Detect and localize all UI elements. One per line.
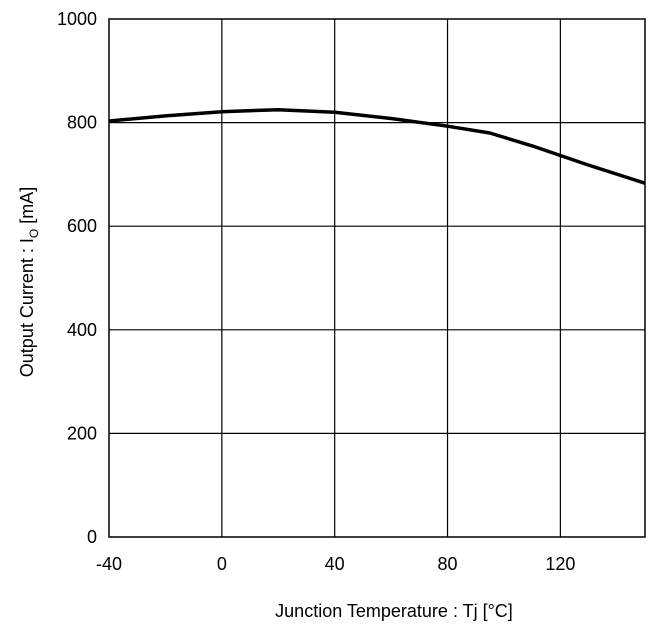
y-axis-title-unit: [mA] <box>17 187 37 229</box>
y-tick-label: 600 <box>67 216 97 236</box>
y-axis-title-subscript: O <box>27 229 41 238</box>
y-tick-label: 200 <box>67 423 97 443</box>
y-tick-label: 0 <box>87 527 97 547</box>
x-axis-ticks: -40 0 40 80 120 <box>96 554 575 574</box>
x-tick-label: 40 <box>325 554 345 574</box>
plot-area-border <box>108 18 646 538</box>
y-tick-label: 1000 <box>57 9 97 29</box>
x-tick-label: 80 <box>438 554 458 574</box>
series-layer <box>108 107 646 185</box>
y-axis-title-main: Output Current : I <box>17 238 37 377</box>
y-tick-label: 800 <box>67 113 97 133</box>
x-tick-label: 120 <box>545 554 575 574</box>
grid <box>109 19 645 537</box>
x-tick-label: -40 <box>96 554 122 574</box>
series-line <box>108 107 646 185</box>
x-tick-label: 0 <box>217 554 227 574</box>
y-axis-ticks: 0 200 400 600 800 1000 <box>57 9 97 547</box>
x-axis-title: Junction Temperature : Tj [°C] <box>275 601 513 621</box>
y-tick-label: 400 <box>67 320 97 340</box>
plot-frame <box>108 18 646 538</box>
y-axis-title: Output Current : IO [mA] <box>17 187 41 377</box>
